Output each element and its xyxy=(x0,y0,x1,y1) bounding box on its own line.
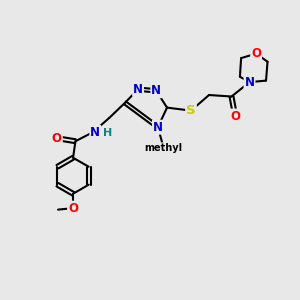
Text: N: N xyxy=(133,83,143,96)
Text: S: S xyxy=(186,104,196,117)
Text: O: O xyxy=(52,132,62,145)
Text: N: N xyxy=(244,76,254,88)
Text: N: N xyxy=(151,84,161,97)
Text: O: O xyxy=(68,202,78,214)
Text: O: O xyxy=(230,110,240,122)
Text: methyl: methyl xyxy=(144,143,182,153)
Text: H: H xyxy=(103,128,112,138)
Text: N: N xyxy=(90,126,100,139)
Text: N: N xyxy=(153,121,163,134)
Text: O: O xyxy=(251,47,261,60)
